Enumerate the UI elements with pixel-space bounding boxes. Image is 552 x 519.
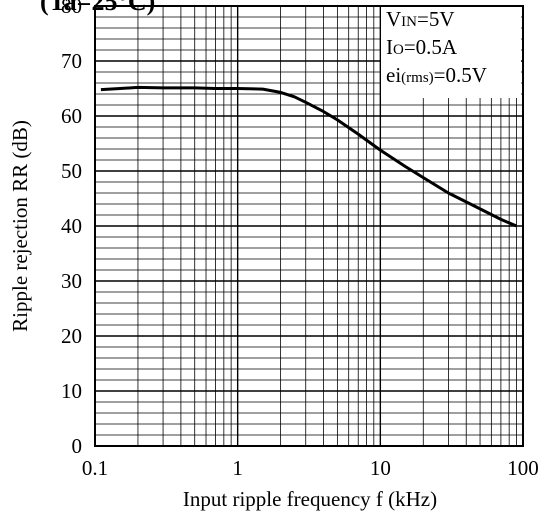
x-tick-label: 100 — [507, 456, 539, 480]
condition-label: IO=0.5A — [386, 35, 458, 59]
condition-label: VIN=5V — [386, 7, 455, 31]
y-tick-label: 50 — [61, 159, 82, 183]
y-tick-label: 30 — [61, 269, 82, 293]
x-tick-label: 10 — [370, 456, 391, 480]
x-axis-label: Input ripple frequency f (kHz) — [183, 487, 437, 511]
y-tick-label: 80 — [61, 0, 82, 18]
chart-series — [100, 85, 518, 228]
x-tick-label: 0.1 — [82, 456, 108, 480]
chart-title: (Ta=25°C) — [40, 0, 155, 16]
y-tick-labels: 0 10 20 30 40 50 60 70 80 — [61, 0, 82, 458]
y-tick-label: 40 — [61, 214, 82, 238]
y-tick-label: 0 — [72, 434, 83, 458]
conditions-legend-background — [381, 6, 521, 98]
conditions-legend: VIN=5V IO=0.5A ei(rms)=0.5V — [386, 7, 487, 87]
x-tick-labels: 0.1 1 10 100 — [82, 456, 539, 480]
series-line — [100, 85, 518, 228]
chart-grid — [94, 5, 523, 447]
y-tick-label: 60 — [61, 104, 82, 128]
y-tick-label: 70 — [61, 49, 82, 73]
plot-frame — [94, 5, 524, 447]
y-tick-label: 10 — [61, 379, 82, 403]
x-tick-label: 1 — [232, 456, 243, 480]
y-tick-label: 20 — [61, 324, 82, 348]
y-axis-label: Ripple rejection RR (dB) — [8, 120, 32, 332]
condition-label: ei(rms)=0.5V — [386, 63, 487, 87]
